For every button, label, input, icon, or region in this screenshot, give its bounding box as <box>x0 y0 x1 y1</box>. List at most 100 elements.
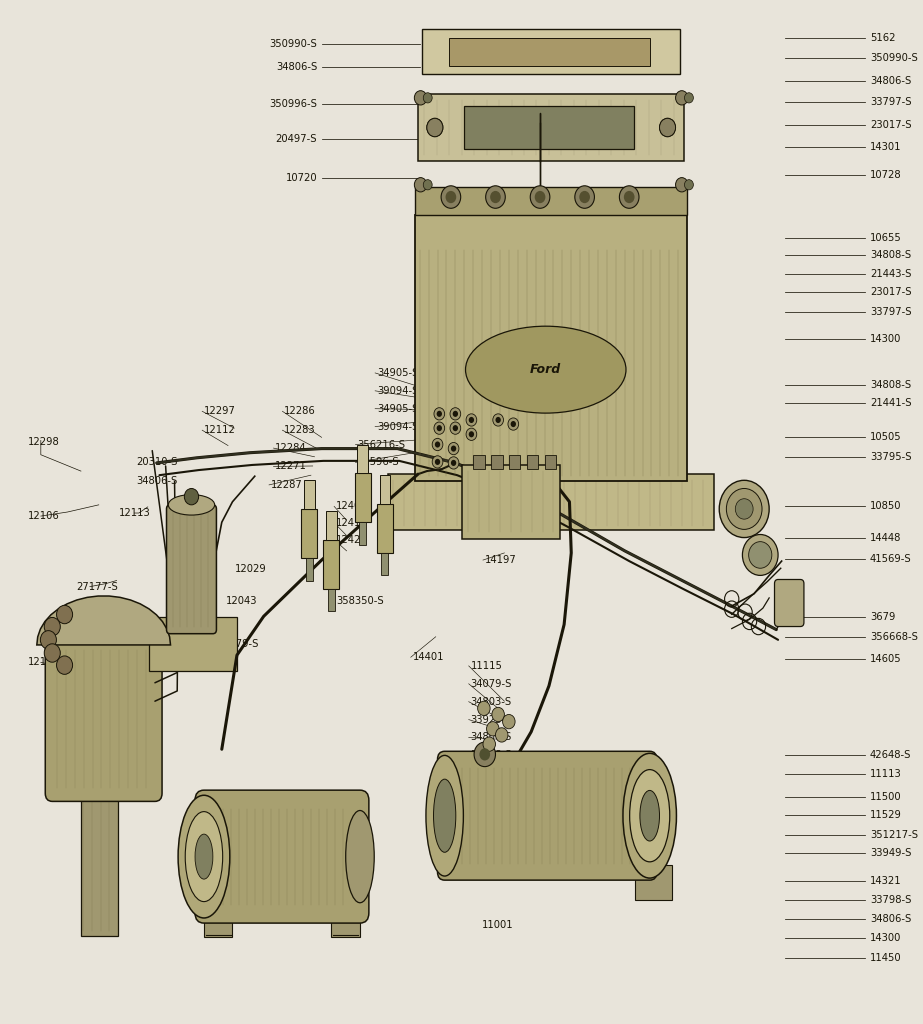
Text: 358350-S: 358350-S <box>336 596 384 606</box>
FancyBboxPatch shape <box>423 30 680 75</box>
Text: 34808-S: 34808-S <box>869 250 911 260</box>
Text: 10001: 10001 <box>275 874 306 884</box>
Circle shape <box>685 179 693 189</box>
Bar <box>326 511 337 540</box>
Circle shape <box>726 488 762 529</box>
Circle shape <box>426 119 443 136</box>
Circle shape <box>749 542 772 568</box>
Circle shape <box>434 408 445 420</box>
Text: 23017-S: 23017-S <box>869 287 911 297</box>
Circle shape <box>56 656 73 675</box>
Circle shape <box>56 605 73 624</box>
Text: 14605: 14605 <box>869 654 902 665</box>
Text: 34905-S: 34905-S <box>377 403 418 414</box>
Circle shape <box>451 460 456 466</box>
Circle shape <box>435 441 440 447</box>
FancyBboxPatch shape <box>389 474 713 530</box>
Text: 12284: 12284 <box>275 443 307 453</box>
Text: 41569-S: 41569-S <box>869 554 912 563</box>
Circle shape <box>451 445 456 452</box>
Circle shape <box>660 119 676 136</box>
Circle shape <box>736 499 753 519</box>
FancyBboxPatch shape <box>331 908 360 937</box>
Circle shape <box>508 418 519 430</box>
Circle shape <box>483 737 496 752</box>
Circle shape <box>660 119 676 136</box>
Ellipse shape <box>465 327 626 413</box>
Text: 10728: 10728 <box>869 170 902 180</box>
Text: 356668-S: 356668-S <box>869 632 917 642</box>
Text: 39094-S: 39094-S <box>377 422 418 431</box>
Circle shape <box>719 480 769 538</box>
Text: 12297: 12297 <box>204 407 236 417</box>
Ellipse shape <box>168 495 215 515</box>
FancyBboxPatch shape <box>166 505 216 634</box>
FancyBboxPatch shape <box>415 215 687 481</box>
Text: 21443-S: 21443-S <box>869 268 911 279</box>
Text: 11518: 11518 <box>458 856 490 865</box>
Bar <box>450 38 650 67</box>
Text: 10850: 10850 <box>869 501 902 511</box>
Text: 12112: 12112 <box>204 425 236 435</box>
Text: 33797-S: 33797-S <box>869 97 911 108</box>
Circle shape <box>485 185 505 208</box>
Circle shape <box>414 177 426 191</box>
Ellipse shape <box>178 796 230 918</box>
Circle shape <box>44 644 60 663</box>
Circle shape <box>414 91 426 105</box>
Polygon shape <box>37 596 171 645</box>
Circle shape <box>580 190 590 203</box>
Text: 33949-S: 33949-S <box>869 848 911 858</box>
Circle shape <box>477 701 490 716</box>
Text: 33795-S: 33795-S <box>549 475 591 484</box>
Text: 34079-S: 34079-S <box>217 639 258 649</box>
Ellipse shape <box>195 835 213 880</box>
Text: 12298: 12298 <box>28 437 59 447</box>
Circle shape <box>446 190 456 203</box>
Circle shape <box>449 442 459 455</box>
Bar <box>328 589 335 611</box>
Text: 20497-S: 20497-S <box>276 134 318 143</box>
Circle shape <box>469 431 474 437</box>
Circle shape <box>432 438 443 451</box>
Circle shape <box>510 421 516 427</box>
Text: 350990-S: 350990-S <box>869 53 917 63</box>
Text: 33923-S: 33923-S <box>471 715 512 725</box>
Circle shape <box>441 185 461 208</box>
Text: 356216-S: 356216-S <box>357 439 405 450</box>
Ellipse shape <box>434 779 456 852</box>
FancyBboxPatch shape <box>462 465 559 539</box>
Ellipse shape <box>426 756 463 877</box>
Text: 12283: 12283 <box>284 425 316 435</box>
Text: 12426: 12426 <box>336 535 367 545</box>
Circle shape <box>466 428 477 440</box>
Circle shape <box>452 411 458 417</box>
FancyBboxPatch shape <box>634 865 672 899</box>
Circle shape <box>424 93 432 103</box>
Text: 14321: 14321 <box>869 877 902 886</box>
Text: 14401: 14401 <box>413 652 444 663</box>
Text: 34905-S: 34905-S <box>377 368 418 378</box>
Circle shape <box>432 456 443 468</box>
Text: 12127: 12127 <box>28 657 59 668</box>
Circle shape <box>493 414 504 426</box>
Text: 10720: 10720 <box>285 173 318 182</box>
Text: 350990-S: 350990-S <box>270 39 318 49</box>
Bar <box>381 553 389 575</box>
Circle shape <box>435 459 440 465</box>
Bar <box>323 540 340 589</box>
Circle shape <box>437 425 442 431</box>
Circle shape <box>530 185 550 208</box>
Text: 34806-S: 34806-S <box>276 62 318 72</box>
FancyBboxPatch shape <box>774 580 804 627</box>
Text: 10655: 10655 <box>869 232 902 243</box>
Circle shape <box>486 722 499 736</box>
Text: 14300: 14300 <box>869 934 901 943</box>
Text: 23017-S: 23017-S <box>869 120 911 130</box>
Text: 351217-S: 351217-S <box>869 829 917 840</box>
Bar <box>357 444 368 473</box>
Circle shape <box>742 535 778 575</box>
FancyBboxPatch shape <box>149 617 237 671</box>
Bar <box>301 509 318 558</box>
Text: 20310-S: 20310-S <box>137 457 177 467</box>
